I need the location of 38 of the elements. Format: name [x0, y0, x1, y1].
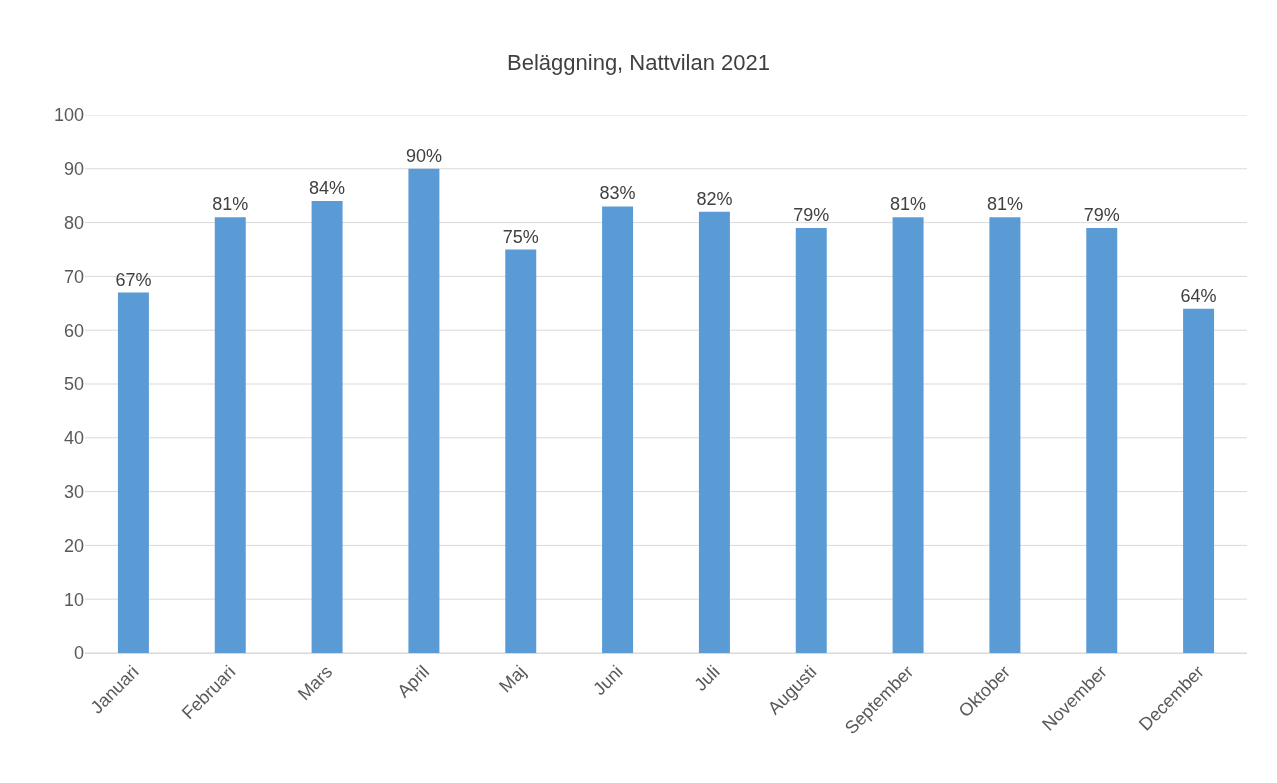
y-tick-label: 70	[63, 266, 84, 287]
bar	[505, 249, 537, 653]
data-label: 64%	[1180, 285, 1217, 306]
bar	[408, 168, 440, 653]
data-label: 82%	[696, 188, 733, 209]
data-label: 84%	[309, 178, 346, 199]
data-label: 79%	[1083, 204, 1120, 225]
data-label: 79%	[793, 204, 830, 225]
data-label: 90%	[405, 145, 442, 166]
chart-title: Beläggning, Nattvilan 2021	[507, 50, 770, 76]
bar	[698, 211, 730, 653]
y-tick-label: 80	[63, 212, 84, 233]
bar	[602, 206, 634, 653]
data-label: 75%	[502, 226, 539, 247]
y-tick-label: 30	[63, 481, 84, 502]
bar	[117, 292, 149, 653]
data-label: 83%	[599, 183, 636, 204]
y-tick-label: 100	[53, 105, 84, 126]
data-label: 67%	[115, 269, 152, 290]
bar	[795, 227, 827, 653]
bar	[1086, 227, 1118, 653]
y-tick-label: 20	[63, 535, 84, 556]
x-tick-label: Juli	[690, 661, 724, 695]
bar	[892, 217, 924, 653]
bar	[311, 201, 343, 653]
y-tick-label: 0	[73, 643, 84, 664]
y-tick-label: 40	[63, 428, 84, 449]
y-tick-label: 50	[63, 374, 84, 395]
y-tick-label: 60	[63, 320, 84, 341]
y-tick-label: 90	[63, 159, 84, 180]
data-label: 81%	[986, 194, 1023, 215]
bar	[214, 217, 246, 653]
bar	[1183, 308, 1215, 653]
data-label: 81%	[890, 194, 927, 215]
bar	[989, 217, 1021, 653]
y-tick-label: 10	[63, 589, 84, 610]
data-label: 81%	[212, 194, 249, 215]
x-tick-label: Maj	[495, 661, 530, 697]
